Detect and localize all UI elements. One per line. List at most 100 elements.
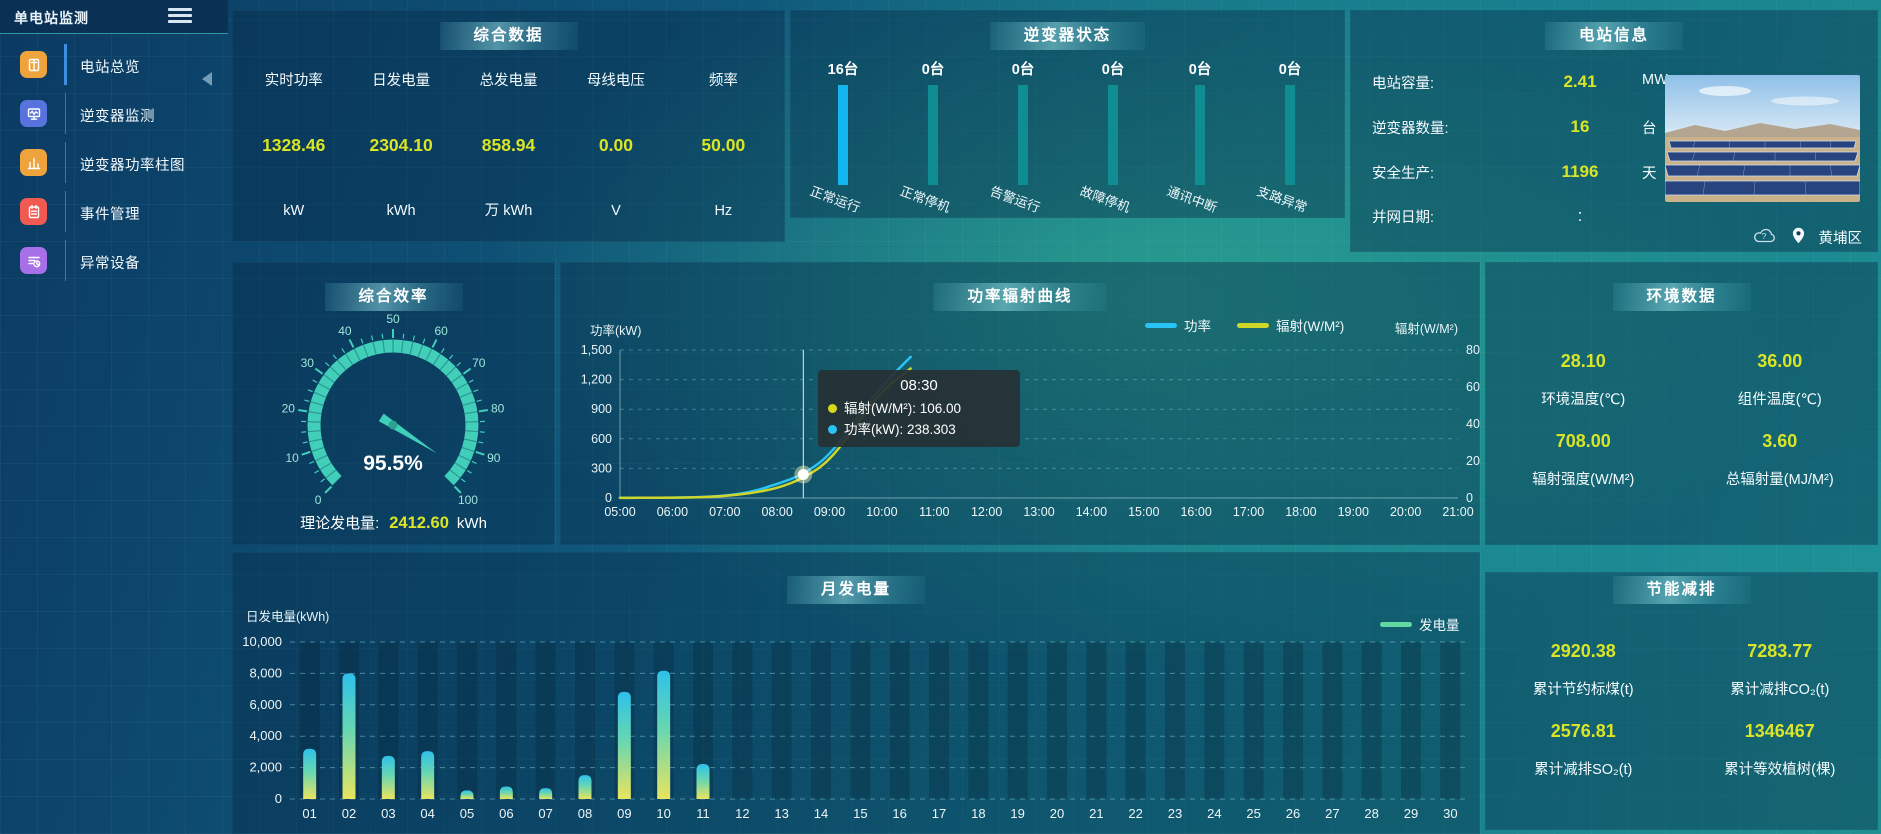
inverter-status-group[interactable]: 16台 (783, 58, 903, 185)
inverter-status-category: 通讯中断 (1165, 183, 1220, 216)
legend-item[interactable]: 发电量 (1380, 614, 1460, 634)
chart-tooltip: 08:30 辐射(W/M²): 106.00 功率(kW): 238.303 (818, 370, 1020, 447)
stat-label: 总辐射量(MJ/M²) (1725, 472, 1834, 488)
month-bar-09[interactable] (617, 691, 631, 799)
svg-text:15: 15 (853, 806, 867, 821)
inverter-status-bar (1018, 85, 1028, 185)
inverter-count-label: 16台 (827, 62, 859, 78)
svg-text:600: 600 (1466, 380, 1480, 394)
stat-label: 累计等效植树(棵) (1724, 762, 1836, 778)
weather-cloud-icon[interactable]: ? (1752, 226, 1778, 249)
svg-text:05: 05 (460, 806, 474, 821)
summary-value: 2304.10 (369, 135, 433, 155)
svg-text:16: 16 (892, 806, 906, 821)
station-photo (1665, 75, 1860, 202)
sidebar-item-label: 事件管理 (80, 207, 140, 223)
panel-power-curve: 功率辐射曲线 功率(kW) 辐射(W/M²) 功率 辐射(W/M²) 0 300 60… (560, 262, 1480, 545)
location-pin-icon[interactable] (1792, 227, 1805, 249)
legend-swatch (1145, 322, 1177, 328)
notebook-icon (20, 198, 47, 225)
curve-legend: 功率 辐射(W/M²) (1145, 315, 1344, 335)
sidebar-item[interactable]: 事件管理 (0, 187, 228, 236)
svg-text:0: 0 (275, 791, 282, 806)
stat-value: 1346467 (1744, 721, 1815, 741)
left-axis-title: 功率(kW) (590, 324, 642, 338)
right-axis-title: 辐射(W/M²) (1394, 322, 1458, 336)
summary-value: 0.00 (598, 135, 633, 155)
sidebar-collapse-icon[interactable] (202, 72, 212, 86)
svg-text:20:00: 20:00 (1390, 505, 1421, 519)
inverter-status-category: 支路异常 (1255, 183, 1310, 216)
sidebar-header: 单电站监测 (0, 0, 228, 34)
inverter-status-group[interactable]: 0台 (1140, 58, 1260, 185)
sidebar-item[interactable]: 逆变器监测 (0, 89, 228, 138)
month-bar-11[interactable] (696, 763, 710, 799)
legend-label: 辐射(W/M²) (1276, 319, 1345, 334)
svg-text:20: 20 (282, 402, 296, 416)
svg-text:29: 29 (1404, 806, 1418, 821)
svg-text:50: 50 (386, 312, 400, 326)
summary-label: 实时功率 (264, 73, 323, 89)
tooltip-series-text: 功率(kW): 238.303 (844, 422, 956, 437)
month-bar-10[interactable] (657, 670, 671, 799)
month-bar-07[interactable] (539, 788, 553, 799)
tooltip-series-dot (828, 425, 837, 434)
month-bar-03[interactable] (381, 755, 395, 799)
sidebar-item[interactable]: 异常设备 (0, 236, 228, 285)
station-info-value: : (1577, 206, 1583, 225)
legend-swatch (1380, 621, 1412, 627)
svg-text:11:00: 11:00 (919, 505, 949, 519)
stat-label: 辐射强度(W/M²) (1532, 472, 1635, 488)
station-info-label: 并网日期: (1372, 210, 1435, 226)
month-bar-06[interactable] (499, 786, 513, 799)
month-bar-05[interactable] (460, 790, 474, 799)
svg-text:10:00: 10:00 (866, 505, 897, 519)
inverter-status-group[interactable]: 0台 (1053, 58, 1173, 185)
inverter-status-group[interactable]: 0台 (963, 58, 1083, 185)
monitor-icon (20, 100, 47, 127)
tooltip-item: 辐射(W/M²): 106.00 (828, 398, 1010, 419)
inverter-status-category: 正常停机 (898, 183, 953, 216)
month-bar-01[interactable] (303, 748, 317, 799)
sidebar-menu: 电站总览逆变器监测 逆变器功率柱图事件管理异常设备 (0, 40, 228, 285)
menu-toggle-icon[interactable] (168, 8, 192, 26)
panel-environment: 环境数据 28.10 环境温度(℃) 36.00 组件温度(℃) 708.00 辐射强度(… (1485, 262, 1878, 545)
svg-text:08: 08 (578, 806, 592, 821)
sidebar-item[interactable]: 电站总览 (0, 40, 228, 89)
active-indicator (65, 142, 66, 183)
svg-text:27: 27 (1325, 806, 1339, 821)
panel-efficiency-title: 综合效率 (324, 283, 463, 311)
legend-item[interactable]: 功率 (1145, 315, 1211, 335)
month-bar-02[interactable] (342, 673, 356, 799)
sidebar-item-label: 电站总览 (80, 60, 140, 76)
month-bar-08[interactable] (578, 775, 592, 799)
stat-cell: 708.00 辐射强度(W/M²) (1485, 426, 1682, 506)
svg-text:18: 18 (971, 806, 985, 821)
svg-text:8,000: 8,000 (249, 665, 282, 680)
inverter-status-category: 故障停机 (1078, 183, 1133, 216)
sidebar-item[interactable]: 逆变器功率柱图 (0, 138, 228, 187)
svg-text:0: 0 (605, 491, 612, 505)
inverter-status-bar (1108, 85, 1118, 185)
inverter-status-bar (838, 85, 848, 185)
svg-text:19: 19 (1010, 806, 1024, 821)
svg-text:12:00: 12:00 (971, 505, 1002, 519)
theoretical-generation: 理论发电量: 2412.60 kWh (232, 512, 555, 533)
stat-cell: 1346467 累计等效植树(棵) (1682, 716, 1879, 796)
svg-text:10,000: 10,000 (242, 634, 282, 649)
svg-text:22: 22 (1128, 806, 1142, 821)
month-bar-04[interactable] (421, 751, 435, 799)
station-info-value: 1196 (1561, 162, 1599, 181)
station-info-label: 逆变器数量: (1372, 121, 1449, 137)
panel-summary-title: 综合数据 (439, 22, 578, 50)
inverter-status-group[interactable]: 0台 (1230, 58, 1350, 185)
svg-text:07: 07 (538, 806, 552, 821)
active-indicator (64, 44, 67, 85)
inverter-status-group[interactable]: 0台 (873, 58, 993, 185)
legend-label: 发电量 (1419, 618, 1460, 633)
summary-unit: kWh (386, 203, 416, 219)
panel-inverter-status: 逆变器状态 16台 正常运行 0台 正常停机 0台 告警运行 0台 故障停机 0台 通讯中断 0台支… (790, 10, 1345, 218)
legend-item[interactable]: 辐射(W/M²) (1237, 315, 1344, 335)
station-info-label: 安全生产: (1372, 166, 1435, 182)
panel-energy-saving-title: 节能减排 (1612, 576, 1751, 604)
